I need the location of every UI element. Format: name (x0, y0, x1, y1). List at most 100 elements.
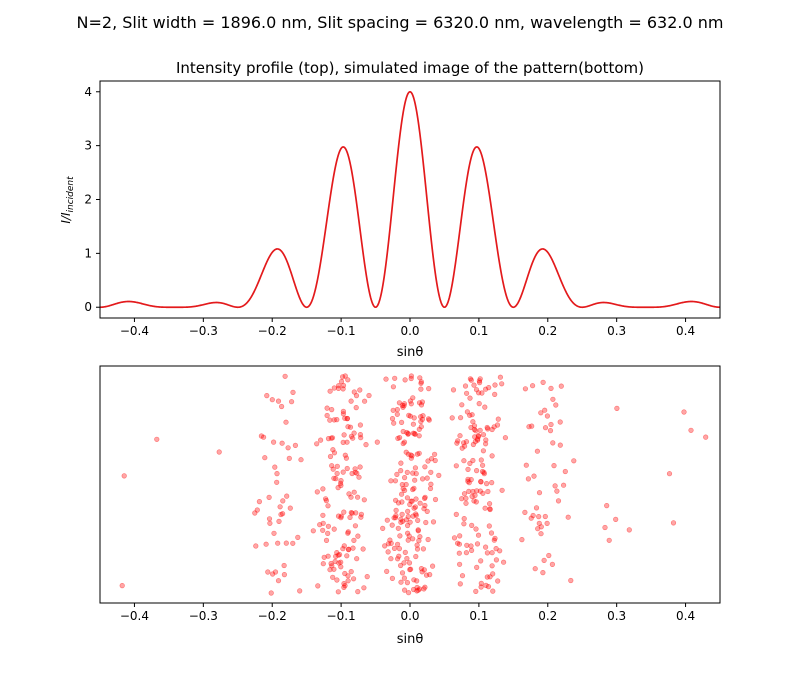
photon-hit (461, 521, 467, 527)
photon-hit (405, 508, 411, 515)
photon-hit (344, 553, 350, 559)
intensity-y-tick-label: 4 (84, 85, 92, 99)
photon-hit (335, 485, 341, 491)
photon-hit (415, 527, 421, 533)
intensity-y-tick-label: 2 (84, 193, 92, 207)
photon-hit (419, 569, 425, 575)
photon-hit (256, 499, 263, 505)
photon-hit (324, 405, 330, 411)
photon-hit (325, 436, 332, 442)
photon-hit (331, 526, 337, 532)
photon-hit (328, 435, 335, 441)
photon-hit (327, 453, 334, 460)
photon-hit (405, 431, 411, 437)
photon-hit (485, 583, 492, 590)
photon-hit (483, 544, 489, 550)
photon-hit (338, 515, 344, 521)
photon-hit (345, 424, 351, 430)
photon-hit (482, 505, 488, 511)
photon-hit (340, 411, 347, 417)
photon-hit (350, 435, 356, 441)
photon-hit (399, 419, 405, 426)
photon-hit (432, 496, 439, 503)
photon-hit (540, 379, 546, 386)
photon-hit (422, 584, 428, 590)
photon-hit (475, 436, 481, 442)
photon-hit (382, 543, 388, 549)
photon-hit (454, 440, 460, 446)
photon-hit (268, 590, 274, 596)
photon-hit (474, 468, 480, 474)
photon-hit (410, 395, 416, 401)
photon-hit (349, 470, 355, 477)
photon-hit (408, 375, 414, 382)
photon-hit (418, 380, 424, 386)
photon-hit (534, 448, 541, 454)
photon-hit (420, 413, 426, 419)
photon-hit (320, 512, 326, 518)
photon-hit (681, 409, 687, 415)
photon-hit (404, 429, 410, 436)
photon-hit (317, 522, 323, 528)
photon-hit (568, 577, 574, 584)
photon-hit (342, 452, 348, 458)
photon-hit (410, 486, 416, 493)
photon-hit (472, 434, 478, 440)
photon-hit (478, 478, 484, 485)
photon-hit (391, 420, 397, 426)
photon-hit (337, 551, 343, 558)
photon-hit (410, 421, 417, 427)
photon-hit (416, 433, 422, 439)
photon-hit (334, 417, 340, 423)
photon-hit (490, 588, 496, 594)
photon-hit (403, 449, 409, 455)
photon-hit (531, 473, 537, 479)
photon-hit (489, 480, 495, 486)
photon-hit (348, 398, 354, 404)
photon-hit (414, 588, 420, 594)
photon-hit (550, 396, 556, 402)
photon-hit (497, 374, 504, 380)
photon-hit (426, 417, 432, 423)
photon-hit (415, 587, 421, 593)
photon-hit (358, 514, 364, 520)
photon-hit (533, 505, 540, 511)
intensity-y-tick-label: 1 (84, 246, 92, 260)
photon-hit (390, 384, 397, 390)
photon-hit (331, 566, 337, 572)
photon-hit (483, 437, 489, 443)
photon-hit (119, 582, 125, 589)
photon-hit (353, 393, 360, 399)
photon-hit (476, 390, 482, 396)
photon-hit (540, 569, 546, 576)
photon-hit (407, 566, 413, 573)
photon-hit (406, 412, 412, 419)
photon-hit (338, 513, 344, 519)
photon-hit (666, 471, 673, 477)
photon-hit (462, 383, 469, 389)
intensity-chart-title: Intensity profile (top), simulated image… (176, 59, 644, 77)
photon-hit (331, 475, 337, 481)
photon-hit (425, 536, 431, 543)
photon-hit (276, 518, 282, 525)
photon-hit (392, 478, 399, 484)
photon-hit (335, 589, 341, 595)
photon-hit (417, 500, 423, 506)
photon-hit (532, 566, 538, 572)
photon-hit (492, 535, 498, 542)
photon-hit (358, 435, 364, 441)
photon-hit (407, 519, 413, 525)
photon-hit (461, 491, 468, 497)
photon-hit (331, 450, 338, 456)
photon-hit (279, 403, 285, 410)
photon-hit (338, 564, 344, 570)
photon-hit (361, 585, 367, 591)
photon-hit (285, 445, 291, 451)
photon-hit (254, 507, 260, 513)
photon-hit (391, 545, 398, 552)
photon-hit (364, 573, 370, 580)
photon-hit (361, 497, 367, 503)
photon-hit (266, 516, 273, 522)
photon-hit (252, 510, 258, 516)
